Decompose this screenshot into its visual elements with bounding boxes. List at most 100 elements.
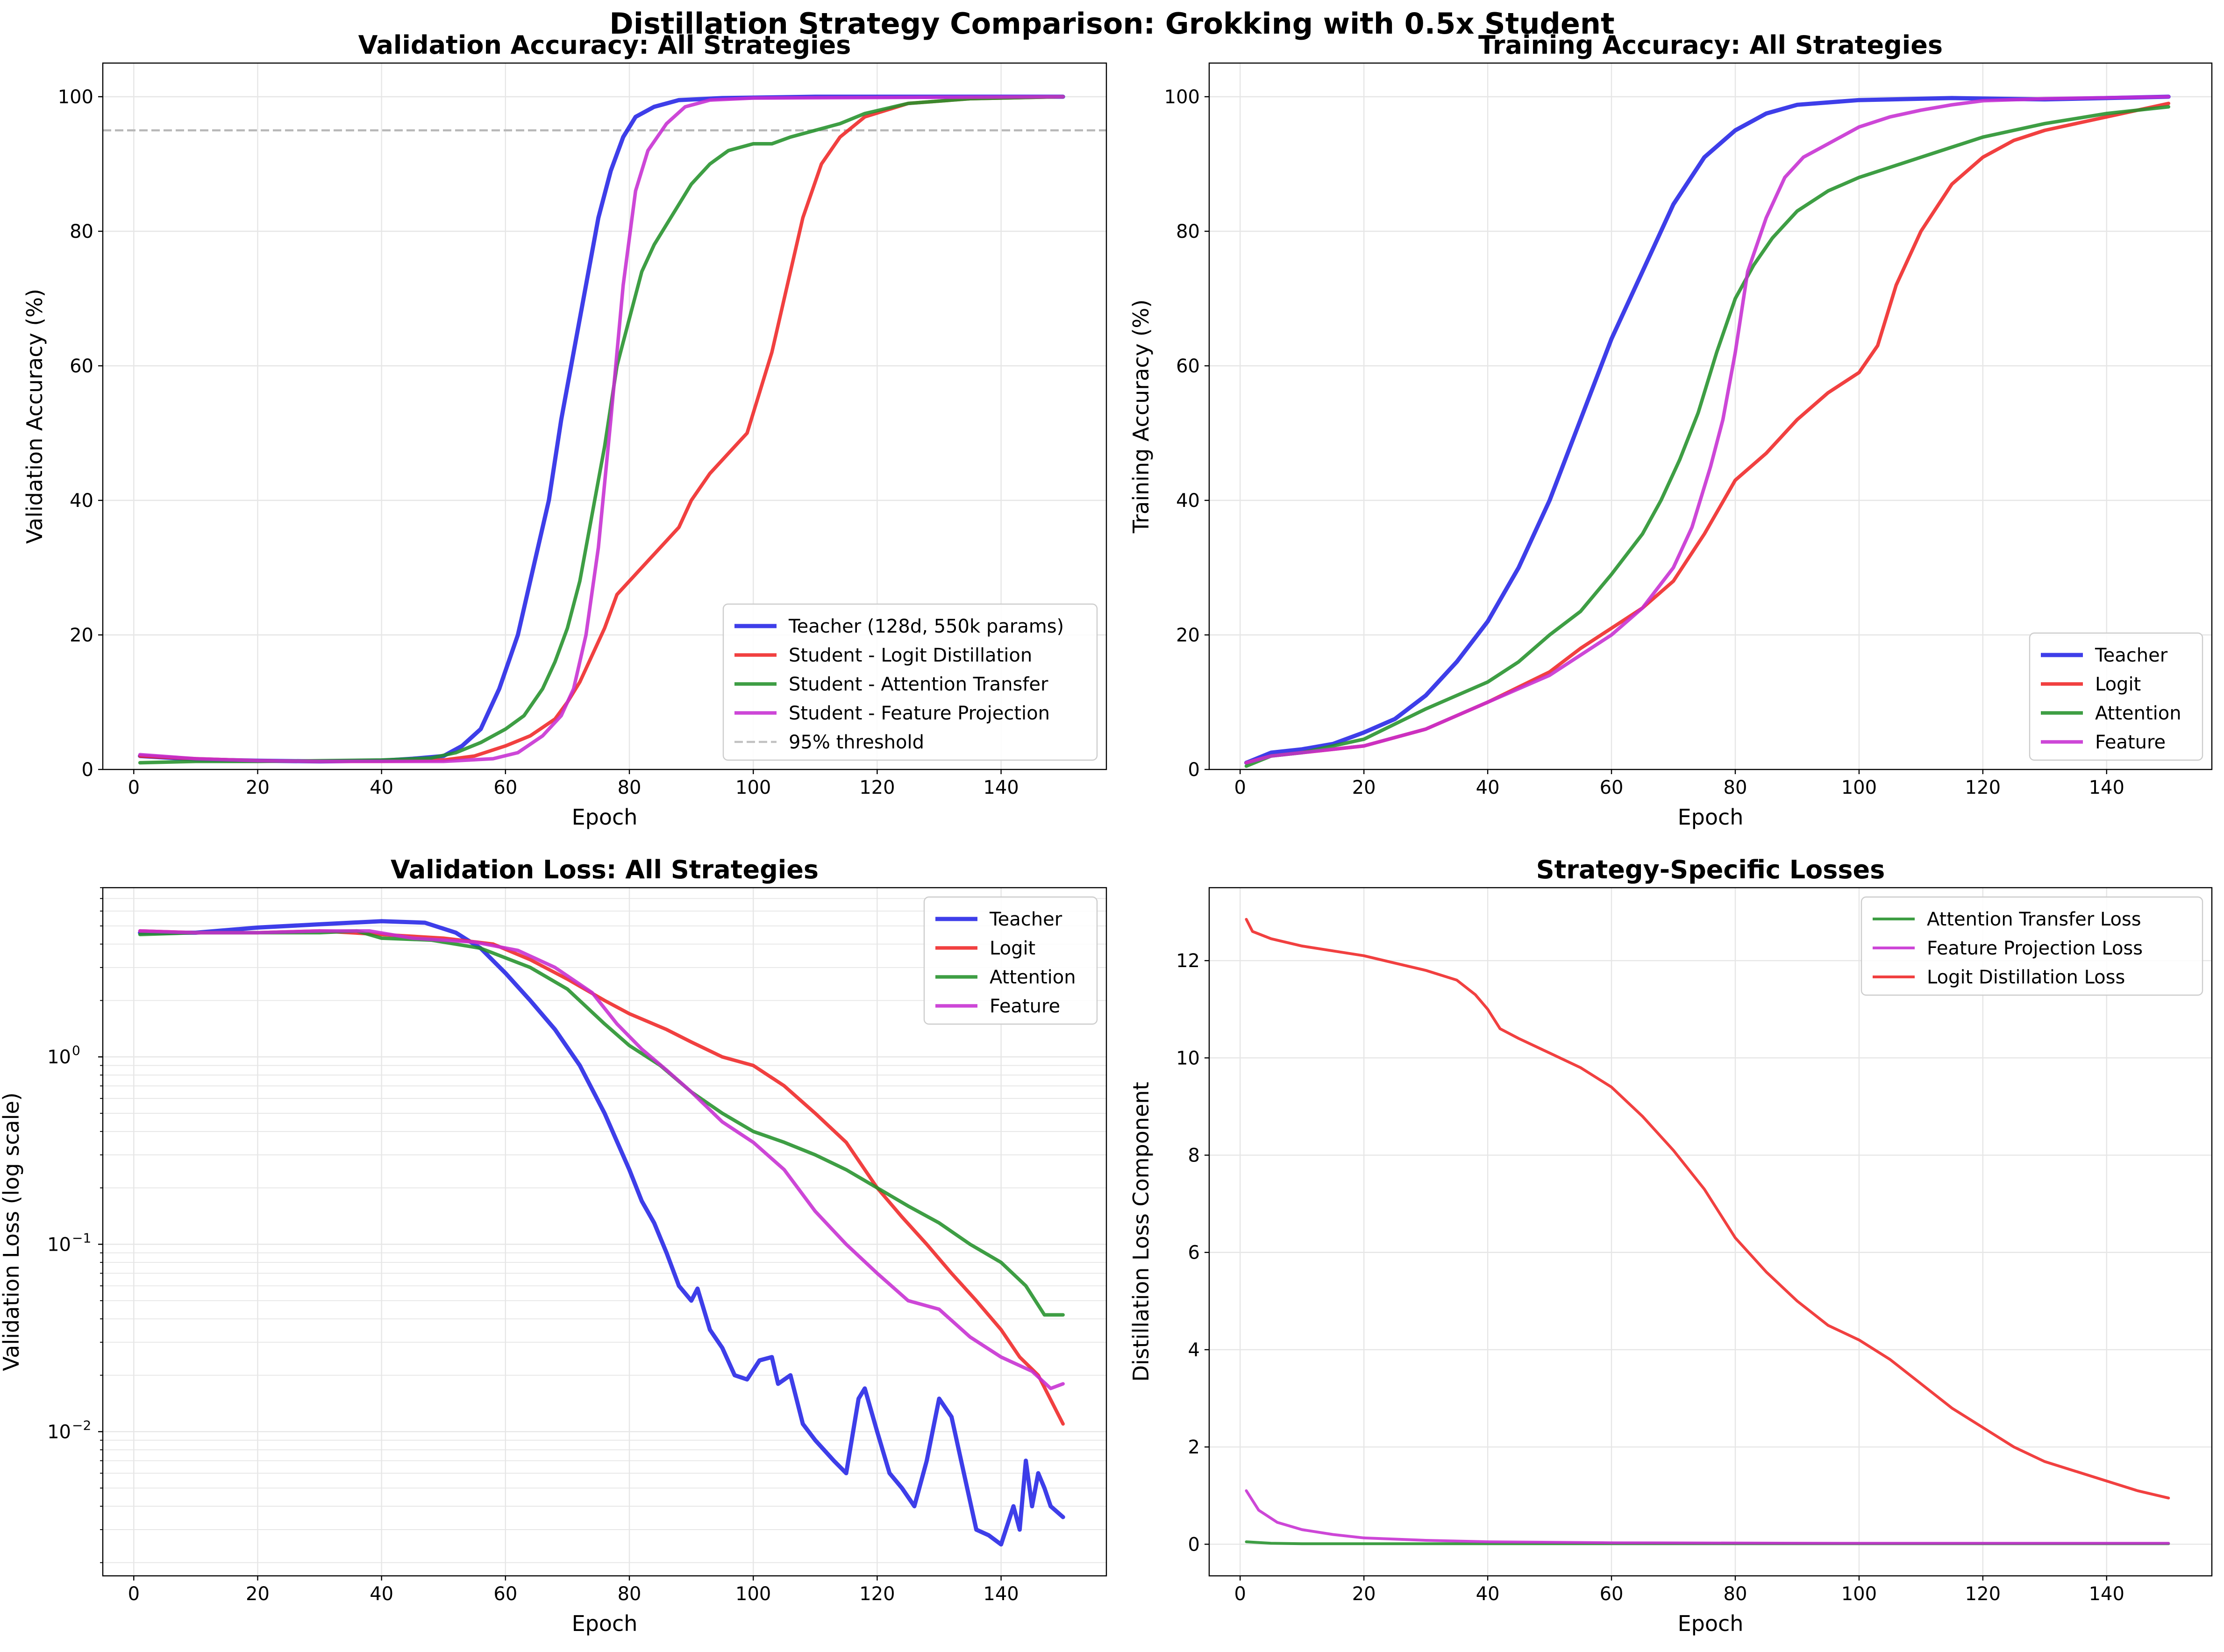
chart-panel-4: 0 20 40 60 80 100 120 140 0 2 4 6 8 10 12 Strategy-Spec…	[1128, 855, 2213, 1636]
legend-label: Attention Transfer Loss	[1927, 909, 2141, 930]
x-tick-label: 0	[1234, 777, 1246, 798]
x-tick-label: 120	[859, 777, 895, 798]
y-tick-label: 10	[47, 1234, 71, 1255]
x-tick-label: 60	[493, 1583, 517, 1605]
x-tick-label: 120	[1965, 777, 2001, 798]
y-tick-label: 2	[1188, 1437, 1200, 1458]
y-tick-label: 4	[1188, 1339, 1200, 1361]
legend-label: Feature Projection Loss	[1927, 938, 2143, 959]
x-tick-label: 60	[1600, 777, 1624, 798]
x-tick-label: 40	[370, 777, 393, 798]
y-tick-label: 60	[1176, 356, 1200, 377]
y-tick-label: 100	[58, 86, 93, 108]
chart-panel-2: 0 20 40 60 80 100 120 140 0 20 40 60 80 100 Training A…	[1128, 30, 2213, 830]
y-axis-label: Validation Loss (log scale)	[0, 1092, 24, 1371]
y-tick-label: 10	[47, 1047, 71, 1068]
legend: Teacher Logit Attention Feature	[2029, 632, 2203, 761]
y-tick-label: 10	[47, 1421, 71, 1443]
chart-title: Validation Accuracy: All Strategies	[358, 30, 851, 60]
y-tick-label: 0	[1188, 1534, 1200, 1555]
legend-label: Teacher	[2095, 645, 2168, 666]
x-tick-label: 80	[1724, 777, 1747, 798]
legend-label: Attention	[990, 967, 1076, 988]
x-tick-label: 100	[1841, 777, 1877, 798]
y-tick-label: 6	[1188, 1242, 1200, 1264]
y-tick-label: 20	[1176, 625, 1200, 646]
figure-title: Distillation Strategy Comparison: Grokki…	[609, 7, 1615, 41]
x-tick-label: 80	[618, 1583, 642, 1605]
legend-label: Student - Logit Distillation	[789, 645, 1032, 666]
series-line-logit	[138, 95, 1065, 763]
series-line-feature	[1244, 95, 2171, 765]
legend-label: Attention	[2095, 703, 2181, 724]
y-tick-label: 40	[1176, 490, 1200, 512]
legend: Teacher Logit Attention Feature	[923, 896, 1098, 1025]
legend-label: Teacher (128d, 550k params)	[788, 616, 1064, 637]
chart-title: Strategy-Specific Losses	[1536, 855, 1885, 884]
axes-frame	[102, 887, 1107, 1577]
chart-title: Training Accuracy: All Strategies	[1478, 30, 1943, 60]
axes-frame	[1208, 62, 2213, 770]
x-tick-label: 140	[983, 777, 1019, 798]
y-tick-label: 40	[70, 490, 93, 512]
y-tick-exponent: −1	[72, 1230, 91, 1246]
x-tick-label: 0	[1234, 1583, 1246, 1605]
x-tick-label: 0	[128, 777, 140, 798]
y-tick-label: 10	[1176, 1047, 1200, 1069]
x-tick-label: 40	[1476, 1583, 1500, 1605]
legend-label: Feature	[990, 996, 1060, 1017]
y-tick-label: 0	[82, 759, 93, 781]
series-line-feature	[1245, 1489, 2170, 1545]
series-line-teacher	[1244, 94, 2171, 765]
series-line-feature	[138, 929, 1065, 1390]
x-tick-label: 100	[735, 777, 771, 798]
y-axis-label: Training Accuracy (%)	[1128, 299, 1154, 534]
y-tick-label: 20	[70, 625, 93, 646]
x-tick-label: 120	[1965, 1583, 2001, 1605]
x-tick-label: 140	[2089, 777, 2124, 798]
x-tick-label: 80	[1724, 1583, 1747, 1605]
legend-label: Student - Attention Transfer	[789, 674, 1048, 695]
x-tick-label: 120	[859, 1583, 895, 1605]
x-tick-label: 20	[246, 1583, 270, 1605]
legend: Teacher (128d, 550k params) Student - Log…	[722, 603, 1098, 761]
x-tick-label: 40	[1476, 777, 1500, 798]
y-tick-label: 0	[1188, 759, 1200, 781]
chart-panel-1: 0 20 40 60 80 100 120 140 0 20 40 60 80 100 Validation…	[22, 30, 1107, 830]
x-tick-label: 140	[2089, 1583, 2124, 1605]
legend-label: Student - Feature Projection	[789, 703, 1050, 724]
legend-label: Logit Distillation Loss	[1927, 967, 2125, 988]
y-tick-label: 80	[70, 221, 93, 242]
y-tick-label: 100	[1164, 86, 1200, 108]
y-axis-label: Distillation Loss Component	[1128, 1082, 1154, 1381]
y-tick-exponent: −2	[72, 1417, 91, 1433]
y-axis-label: Validation Accuracy (%)	[22, 289, 47, 544]
y-tick-label: 80	[1176, 221, 1200, 242]
series-line-feature	[138, 95, 1065, 763]
chart-title: Validation Loss: All Strategies	[391, 855, 819, 884]
x-axis-label: Epoch	[1678, 1611, 1744, 1636]
legend-label: Teacher	[989, 909, 1062, 930]
x-tick-label: 40	[370, 1583, 393, 1605]
x-tick-label: 20	[1352, 777, 1376, 798]
legend-label: Feature	[2095, 732, 2166, 753]
x-tick-label: 60	[493, 777, 517, 798]
x-tick-label: 60	[1600, 1583, 1624, 1605]
axes-frame	[1208, 887, 2213, 1577]
y-tick-exponent: 0	[72, 1043, 80, 1058]
x-tick-label: 100	[735, 1583, 771, 1605]
legend-label: Logit	[2095, 674, 2141, 695]
x-axis-label: Epoch	[572, 1611, 638, 1636]
y-tick-label: 60	[70, 356, 93, 377]
axes-frame	[102, 62, 1107, 770]
x-tick-label: 80	[618, 777, 642, 798]
series-line-attention	[138, 95, 1065, 765]
grid	[1209, 888, 2212, 1576]
series-line-attention	[1244, 105, 2171, 768]
x-tick-label: 0	[128, 1583, 140, 1605]
x-axis-label: Epoch	[572, 805, 638, 830]
x-axis-label: Epoch	[1678, 805, 1744, 830]
x-tick-label: 140	[983, 1583, 1019, 1605]
